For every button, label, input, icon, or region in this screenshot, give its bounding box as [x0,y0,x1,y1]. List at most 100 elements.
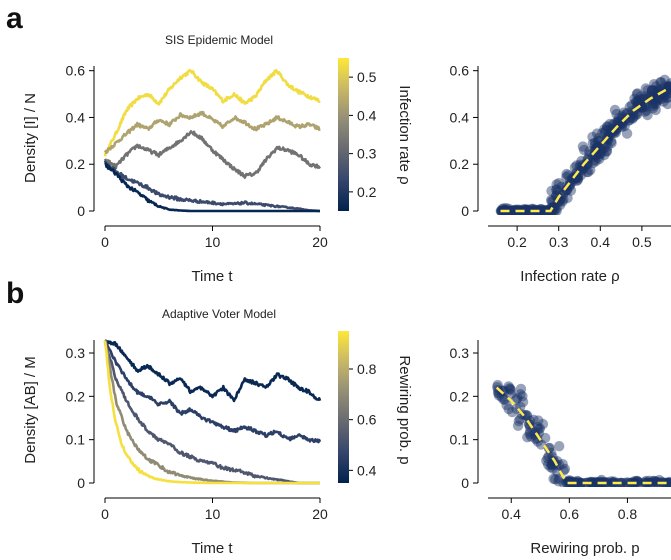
scatter-point [621,128,633,139]
scatter-point [534,205,546,215]
scatter-point [611,108,622,120]
scatter-point [519,205,530,215]
scatter-point [513,415,524,427]
scatter-point [543,459,554,470]
scatter-point [574,477,586,487]
chart-a-right: 0 0.2 0.4 0.6 0.2 0.3 0.4 0.5 Infection rate ρ [450,63,671,285]
colorbar-tick-label: 0.6 [357,412,377,428]
scatter-point [564,181,575,192]
scatter-point [521,205,533,215]
y-tick-label: 0.6 [66,63,86,79]
scatter-point [515,389,526,400]
scatter-point [637,102,649,113]
scatter-point [520,205,531,215]
scatter-point [546,196,557,207]
panel-letter-a: a [6,2,23,35]
scatter-point [561,168,572,180]
scatter-point [648,477,660,487]
scatter-point [639,106,651,117]
panel-letter-b: b [6,277,24,310]
scatter-point [524,415,536,426]
chart-b-right-xlabel: Rewiring prob. p [530,540,639,557]
scatter-point [633,477,645,487]
scatter-point [659,81,671,92]
scatter-point [601,146,613,157]
scatter-point [524,428,535,440]
scatter-point [602,141,613,152]
scatter-point [521,410,532,421]
scatter-point [612,118,623,129]
scatter-point [551,184,562,195]
series-line [103,130,322,179]
scatter-point [646,94,658,106]
scatter-point [520,205,532,215]
scatter-point [651,477,662,487]
scatter-point [537,205,548,215]
series-line [103,160,321,213]
scatter-point [559,463,571,475]
series-line [103,340,321,485]
x-tick-label: 0.4 [502,506,522,522]
colorbar-tick-label: 0.2 [357,184,377,200]
colorbar-tick-label: 0.4 [357,462,377,478]
scatter-point [583,166,594,178]
scatter-point [647,94,659,105]
chart-b-left-xlabel: Time t [191,540,233,557]
y-tick-label: 0.2 [450,388,470,404]
scatter-point [613,113,624,124]
chart-a-left: SIS Epidemic Model 0 0.2 0.4 0.6 0 10 20 Dens… [22,33,413,285]
scatter-point [613,117,624,128]
x-tick-label: 10 [205,506,221,522]
scatter-point [645,90,657,101]
scatter-point [658,96,669,107]
scatter-point [616,477,627,487]
scatter-point [664,477,671,487]
scatter-point [635,102,647,113]
scatter-point [587,151,598,163]
scatter-point [647,98,658,109]
scatter-point [633,477,644,487]
scatter-point [524,421,536,433]
scatter-point [505,383,516,395]
trend-line [495,386,671,485]
scatter-point [602,121,613,133]
scatter-point [578,162,589,173]
scatter-point [651,96,662,107]
scatter-point [642,85,653,96]
scatter-point [497,385,508,396]
scatter-point [650,99,662,110]
scatter-point [534,423,546,434]
scatter-point [534,205,545,215]
scatter-point [572,170,584,181]
scatter-point [606,137,617,149]
y-tick-label: 0.3 [450,345,470,361]
scatter-point [545,461,556,473]
y-tick-label: 0 [77,475,85,491]
scatter-point [577,141,589,152]
scatter-point [663,83,671,95]
series-line [103,340,321,485]
x-tick-label: 0.5 [632,234,652,250]
colorbar-tick-label: 0.8 [357,361,377,377]
scatter-point [552,456,563,467]
scatter-point [520,204,531,215]
scatter-point [539,205,550,215]
scatter-point [587,477,599,487]
scatter-point [547,463,558,474]
scatter-point [532,421,543,433]
chart-a-left-title: SIS Epidemic Model [165,33,273,47]
scatter-point [561,184,573,196]
scatter-point [515,383,527,395]
scatter-point [562,192,573,204]
scatter-point [649,85,660,97]
scatter-point [622,477,633,487]
scatter-point [605,136,617,147]
scatter-point [533,423,544,435]
y-tick-label: 0.6 [450,63,470,79]
scatter-point [552,196,564,208]
scatter-point [663,477,671,487]
scatter-point [624,101,635,113]
scatter-point [593,141,604,152]
scatter-point [519,204,530,215]
series-line [104,339,322,403]
